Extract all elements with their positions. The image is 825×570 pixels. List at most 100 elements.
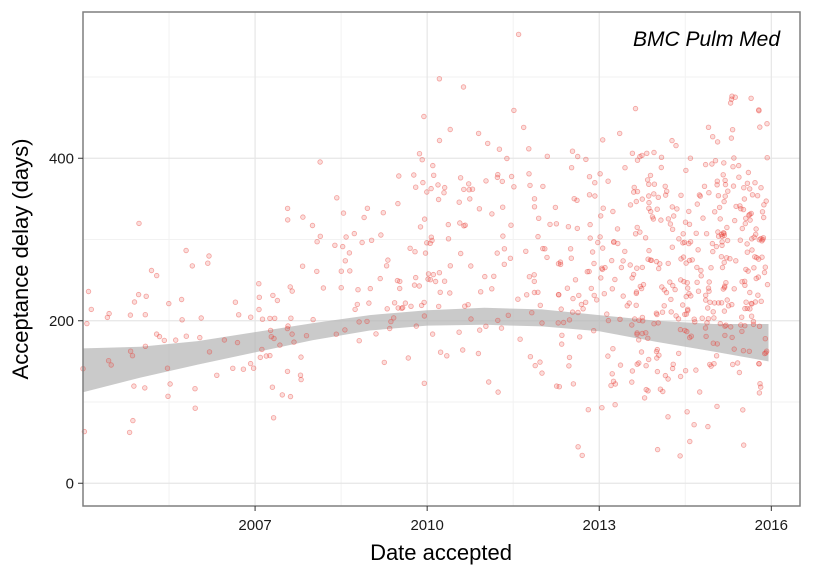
data-point [610,208,616,215]
data-point [723,322,729,328]
data-point [447,126,453,133]
data-point [436,303,442,310]
data-point [694,264,700,271]
data-point [569,148,576,154]
data-point [677,326,684,333]
data-point [142,312,148,318]
data-point [680,231,686,237]
data-point [757,381,763,387]
data-point [609,371,615,377]
data-point [645,256,651,262]
data-point [705,423,711,430]
data-point [739,279,745,285]
data-point [284,325,291,332]
grid-lines [83,12,800,506]
data-point [756,107,762,113]
data-point [468,316,474,322]
data-point [422,250,429,256]
data-point [467,196,473,202]
data-point [153,272,160,279]
data-point [721,160,727,166]
data-point [460,347,466,353]
data-point [722,323,728,329]
data-point [753,254,760,261]
data-point [566,363,572,369]
data-point [364,318,370,325]
data-point [568,164,575,171]
data-point [706,288,712,294]
data-point [172,337,179,343]
data-point [521,124,527,131]
data-point [683,293,689,300]
data-point [740,206,747,213]
data-point [600,205,606,211]
data-point [711,315,717,321]
data-point [355,287,361,293]
data-point [653,348,660,355]
data-point [531,272,537,278]
data-point [408,303,414,309]
data-point [683,167,689,174]
data-point [656,265,662,272]
data-point [385,257,391,263]
data-point [475,130,482,137]
data-point [352,306,358,313]
data-point [750,318,757,325]
data-point [732,94,738,100]
data-point [672,286,678,293]
data-point [732,217,738,224]
data-point [587,221,593,228]
data-point [559,332,565,338]
data-point [298,376,304,383]
data-point [161,337,167,344]
data-point [189,263,195,269]
y-tick-label: 0 [66,475,74,492]
data-point [709,161,715,167]
data-point [662,192,669,198]
data-point [646,193,652,199]
data-point [284,368,291,375]
data-point [597,171,603,177]
data-point [675,316,682,322]
data-point [483,178,489,184]
data-point [580,306,586,312]
data-point [142,385,148,391]
axis-ticks: 2007 2010 2013 2016 0 200 400 [49,150,788,534]
data-point [586,192,593,198]
data-point [739,328,745,335]
data-point [317,159,323,165]
data-point [572,277,579,283]
data-point [588,285,594,292]
data-point [727,256,733,262]
data-point [441,278,448,284]
data-point [445,221,451,228]
data-point [269,384,276,390]
data-point [648,257,655,263]
data-point [631,184,637,191]
data-point [456,199,462,205]
data-point [640,318,646,324]
data-point [614,226,621,232]
data-point [609,286,615,292]
data-point [753,231,759,238]
data-point [400,304,406,311]
data-point [367,285,373,292]
data-point [764,281,771,288]
data-point [665,376,671,382]
data-point [724,224,730,231]
data-point [599,405,605,411]
data-point [693,367,699,373]
data-point [636,337,642,343]
data-point [416,150,423,157]
data-point [648,208,654,215]
data-point [661,303,667,309]
data-point [684,328,690,335]
data-point [743,215,749,221]
data-point [718,300,725,306]
data-point [720,172,726,178]
data-point [667,279,673,285]
data-point [721,284,728,291]
data-point [178,296,185,303]
data-point [756,390,763,396]
data-point [620,258,626,264]
